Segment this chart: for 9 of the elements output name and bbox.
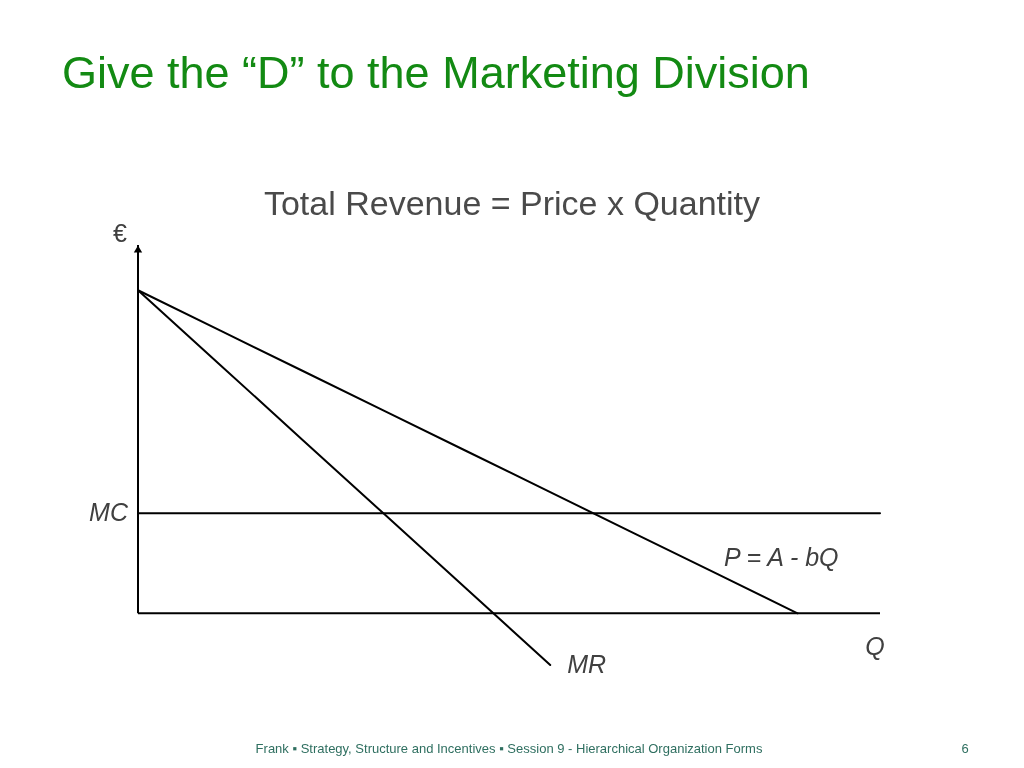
x-axis-title: Q [865, 632, 885, 661]
text: 6 [961, 741, 969, 756]
chart-subtitle: Total Revenue = Price x Quantity [263, 184, 761, 222]
series-label: MC [89, 498, 129, 527]
series-label: MR [567, 650, 607, 678]
y-axis-title: € [113, 219, 128, 247]
series-label: P = A - bQ [723, 543, 839, 572]
chart-title: Give the “D” to the Marketing Division [62, 47, 810, 98]
text: Frank ▪ Strategy, Structure and Incentives ▪ Session 9 - Hierarchical Organization Forms [255, 741, 763, 756]
